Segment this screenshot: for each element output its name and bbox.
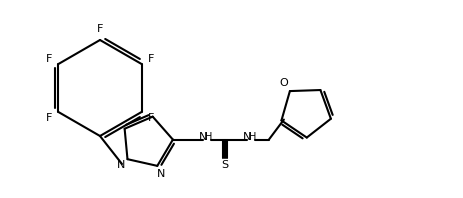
Text: N: N <box>242 132 250 142</box>
Text: F: F <box>148 53 154 64</box>
Text: F: F <box>46 112 52 123</box>
Text: F: F <box>46 53 52 64</box>
Text: H: H <box>249 132 256 142</box>
Text: F: F <box>97 24 103 34</box>
Text: O: O <box>279 78 288 88</box>
Text: F: F <box>148 112 154 123</box>
Text: N: N <box>116 160 125 170</box>
Text: N: N <box>156 169 165 179</box>
Text: N: N <box>198 132 206 142</box>
Text: H: H <box>205 132 212 142</box>
Text: S: S <box>221 160 228 169</box>
